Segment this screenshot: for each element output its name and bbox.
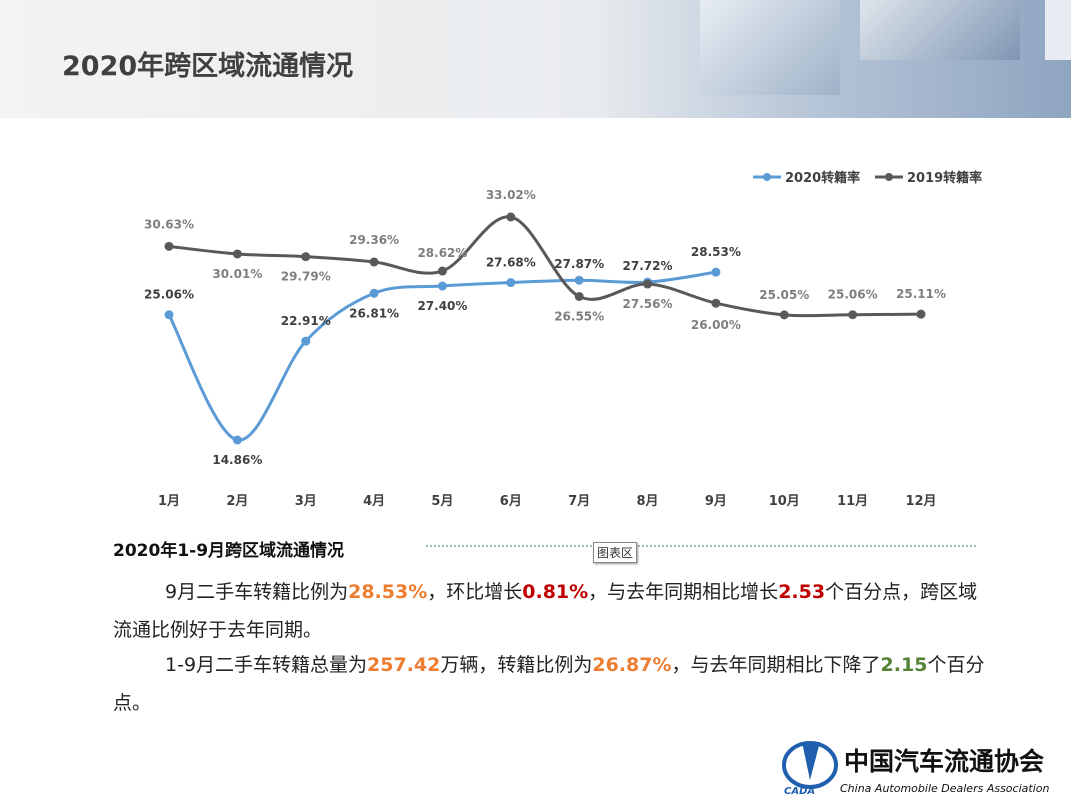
text: 个百分点。 xyxy=(113,654,985,714)
text: 1-9月二手车转籍总量为 xyxy=(165,654,368,676)
x-tick-label: 1月 xyxy=(158,494,180,509)
text: 9月二手车转籍比例为 xyxy=(165,581,349,603)
text: 万辆，转籍比例为 xyxy=(440,654,593,676)
banner xyxy=(0,0,1071,118)
legend-marker xyxy=(885,173,893,181)
x-tick-label: 3月 xyxy=(295,494,317,509)
paragraph: 9月二手车转籍比例为28.53%，环比增长0.81%，与去年同期相比增长2.53… xyxy=(113,573,993,649)
highlight: 2.15 xyxy=(880,654,928,676)
marker xyxy=(232,435,242,445)
chart: 1月 2月 3月 4月 5月 6月 7月 8月 9月 10月 11月 12月 25.06% 14.86% 2… xyxy=(144,170,982,509)
marker xyxy=(301,252,311,262)
data-label: 26.00% xyxy=(691,318,741,332)
data-label: 29.79% xyxy=(281,270,331,284)
data-label: 14.86% xyxy=(212,453,262,467)
data-label: 30.01% xyxy=(212,267,262,281)
text: ，与去年同期相比下降了 xyxy=(671,654,881,676)
highlight: 257.42 xyxy=(367,654,441,676)
marker xyxy=(369,288,379,298)
data-label: 30.63% xyxy=(144,217,194,231)
marker xyxy=(916,309,926,319)
marker xyxy=(574,291,584,301)
slide-title: 2020年跨区域流通情况 xyxy=(62,51,354,82)
marker xyxy=(711,298,721,308)
legend-marker xyxy=(763,173,771,181)
section-title: 2020年1-9月跨区域流通情况 xyxy=(113,541,345,561)
marker xyxy=(437,281,447,291)
x-tick-label: 2月 xyxy=(226,494,248,509)
data-label: 28.53% xyxy=(691,245,741,259)
data-label: 22.91% xyxy=(281,314,331,328)
data-label: 33.02% xyxy=(486,188,536,202)
data-label: 26.81% xyxy=(349,306,399,320)
data-label: 27.56% xyxy=(623,297,673,311)
data-label: 27.40% xyxy=(417,299,467,313)
data-label: 27.87% xyxy=(554,257,604,271)
x-tick-label: 6月 xyxy=(500,494,522,509)
marker xyxy=(574,275,584,285)
data-label: 29.36% xyxy=(349,233,399,247)
divider xyxy=(426,545,976,547)
x-tick-label: 5月 xyxy=(431,494,453,509)
text: ，与去年同期相比增长 xyxy=(588,581,779,603)
marker xyxy=(779,310,789,320)
x-tick-label: 12月 xyxy=(905,494,936,509)
marker xyxy=(711,267,721,277)
legend-label: 2020转籍率 xyxy=(785,170,860,186)
x-tick-label: 11月 xyxy=(837,494,868,509)
marker xyxy=(369,257,379,267)
x-tick-label: 9月 xyxy=(705,494,727,509)
data-label: 27.68% xyxy=(486,256,536,270)
logo-name: 中国汽车流通协会 xyxy=(844,747,1044,776)
logo: CADA 中国汽车流通协会 China Automobile Dealers A… xyxy=(782,741,1049,797)
x-tick-label: 8月 xyxy=(637,494,659,509)
text: 个百分点，跨区域流通比例好于去年同期。 xyxy=(113,581,978,641)
highlight: 28.53% xyxy=(348,581,428,603)
logo-english: China Automobile Dealers Association xyxy=(840,782,1049,795)
data-label: 27.72% xyxy=(623,259,673,273)
x-tick-label: 7月 xyxy=(568,494,590,509)
data-label: 25.06% xyxy=(828,288,878,302)
x-tick-label: 4月 xyxy=(363,494,385,509)
logo-abbr: CADA xyxy=(784,786,815,797)
marker xyxy=(232,249,242,259)
data-label: 28.62% xyxy=(417,246,467,260)
marker xyxy=(164,310,174,320)
highlight: 26.87% xyxy=(592,654,672,676)
x-tick-label: 10月 xyxy=(769,494,800,509)
highlight: 2.53 xyxy=(778,581,826,603)
marker xyxy=(848,310,858,320)
text: ，环比增长 xyxy=(427,581,523,603)
marker xyxy=(301,336,311,346)
paragraph: 1-9月二手车转籍总量为257.42万辆，转籍比例为26.87%，与去年同期相比… xyxy=(113,646,993,722)
data-label: 26.55% xyxy=(554,309,604,323)
tooltip: 图表区 xyxy=(593,542,638,563)
data-label: 25.06% xyxy=(144,288,194,302)
legend-label: 2019转籍率 xyxy=(907,170,982,186)
marker xyxy=(506,212,516,222)
marker xyxy=(437,266,447,276)
marker xyxy=(164,241,174,251)
marker xyxy=(643,279,653,289)
highlight: 0.81% xyxy=(522,581,589,603)
data-label: 25.11% xyxy=(896,287,946,301)
marker xyxy=(506,278,516,288)
data-label: 25.05% xyxy=(759,288,809,302)
